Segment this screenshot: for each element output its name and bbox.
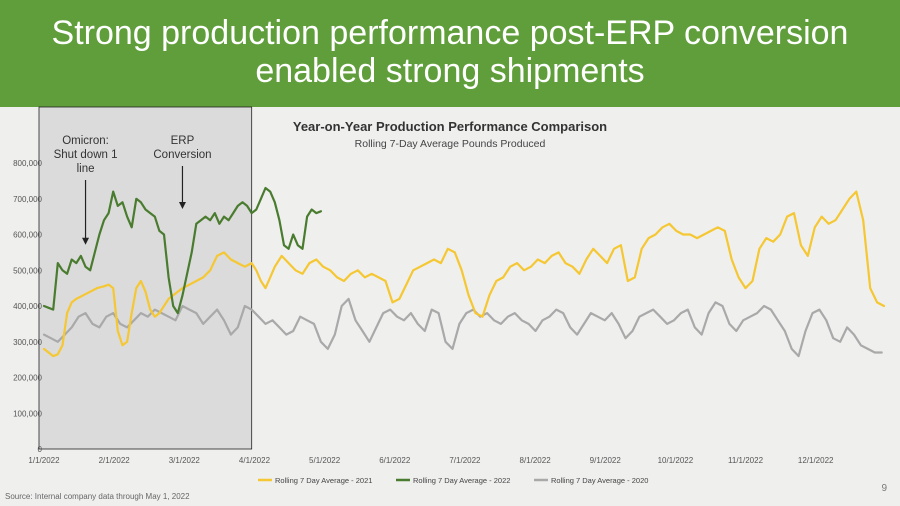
y-tick-label: 0 bbox=[38, 445, 43, 454]
legend-label: Rolling 7 Day Average - 2020 bbox=[551, 476, 648, 485]
chart-subtitle: Rolling 7-Day Average Pounds Produced bbox=[355, 138, 546, 150]
page-number: 9 bbox=[881, 483, 887, 494]
x-tick-label: 3/1/2022 bbox=[169, 456, 201, 465]
x-tick-label: 12/1/2022 bbox=[798, 456, 834, 465]
series-line-0 bbox=[42, 190, 886, 358]
y-tick-label: 600,000 bbox=[13, 231, 42, 240]
x-tick-label: 2/1/2022 bbox=[99, 456, 131, 465]
highlight-region bbox=[38, 106, 253, 450]
chart-title: Year-on-Year Production Performance Comp… bbox=[293, 119, 607, 134]
annotation-arrowhead bbox=[178, 202, 186, 210]
x-tick-label: 1/1/2022 bbox=[28, 456, 60, 465]
annotation-label: Omicron: Shut down 1 line bbox=[54, 135, 118, 175]
y-tick-label: 400,000 bbox=[13, 302, 42, 311]
y-tick-label: 700,000 bbox=[13, 195, 42, 204]
x-tick-label: 5/1/2022 bbox=[309, 456, 341, 465]
x-tick-label: 4/1/2022 bbox=[239, 456, 271, 465]
x-tick-label: 11/1/2022 bbox=[728, 456, 764, 465]
x-tick-label: 6/1/2022 bbox=[379, 456, 411, 465]
y-tick-label: 200,000 bbox=[13, 374, 42, 383]
y-tick-label: 300,000 bbox=[13, 338, 42, 347]
x-tick-label: 7/1/2022 bbox=[449, 456, 481, 465]
series-line-1 bbox=[42, 186, 322, 315]
annotation-arrowhead bbox=[82, 237, 90, 245]
source-note: Source: Internal company data through Ma… bbox=[5, 492, 190, 501]
legend-label: Rolling 7 Day Average - 2022 bbox=[413, 476, 510, 485]
x-tick-label: 8/1/2022 bbox=[520, 456, 552, 465]
legend-label: Rolling 7 Day Average - 2021 bbox=[275, 476, 372, 485]
x-tick-label: 9/1/2022 bbox=[590, 456, 622, 465]
x-tick-label: 10/1/2022 bbox=[658, 456, 694, 465]
y-tick-label: 800,000 bbox=[13, 159, 42, 168]
y-tick-label: 500,000 bbox=[13, 266, 42, 275]
slide-title: Strong production performance post-ERP c… bbox=[51, 14, 849, 90]
slide-header: Strong production performance post-ERP c… bbox=[0, 0, 900, 107]
series-line-2 bbox=[42, 297, 883, 358]
y-tick-label: 100,000 bbox=[13, 409, 42, 418]
annotation-label: ERP Conversion bbox=[153, 135, 211, 161]
